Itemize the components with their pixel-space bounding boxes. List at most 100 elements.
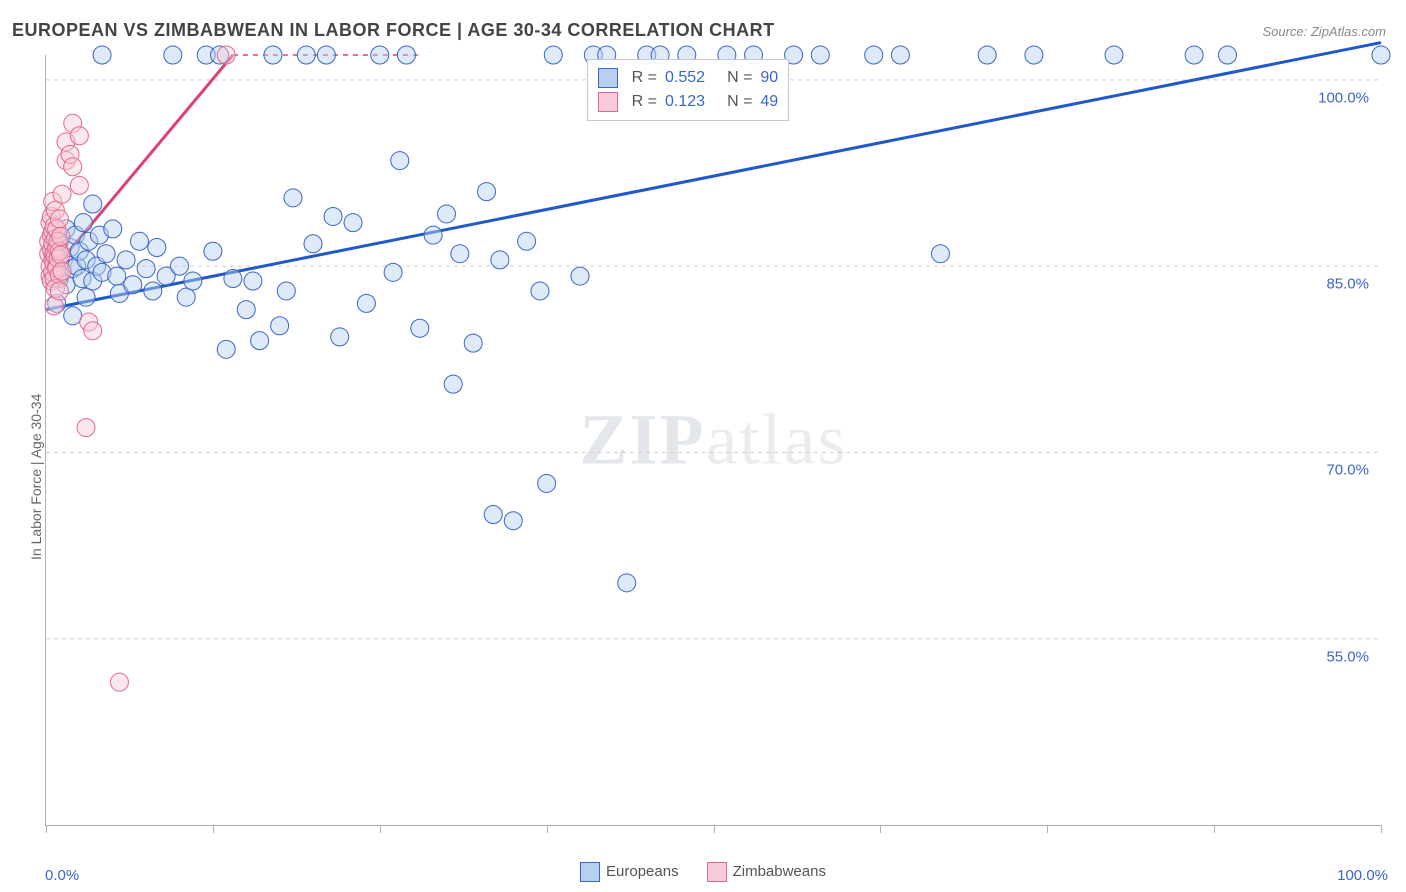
data-point (110, 673, 128, 691)
x-tick-label-max: 100.0% (1337, 867, 1388, 884)
data-point (317, 46, 335, 64)
data-point (1185, 46, 1203, 64)
stats-swatch (598, 68, 618, 88)
n-label: N = (727, 90, 752, 114)
data-point (277, 282, 295, 300)
data-point (171, 257, 189, 275)
data-point (104, 220, 122, 238)
data-point (70, 176, 88, 194)
data-point (148, 239, 166, 257)
scatter-zimbabweans (40, 46, 236, 691)
n-label: N = (727, 66, 752, 90)
data-point (177, 288, 195, 306)
data-point (865, 46, 883, 64)
legend-label-europeans: Europeans (606, 863, 679, 880)
data-point (237, 301, 255, 319)
swatch-europeans (580, 862, 600, 882)
data-point (53, 185, 71, 203)
data-point (50, 210, 68, 228)
data-point (97, 245, 115, 263)
stats-legend-row: R =0.123N =49 (598, 90, 779, 114)
data-point (204, 242, 222, 260)
scatter-europeans (44, 46, 1390, 592)
stats-legend: R = 0.552 N = 90R = 0.123 N = 49 (587, 59, 790, 121)
y-tick-label: 85.0% (1326, 276, 1369, 293)
legend-label-zimbabweans: Zimbabweans (733, 863, 826, 880)
data-point (391, 152, 409, 170)
data-point (1372, 46, 1390, 64)
data-point (108, 267, 126, 285)
chart-title: EUROPEAN VS ZIMBABWEAN IN LABOR FORCE | … (12, 20, 775, 41)
data-point (84, 322, 102, 340)
data-point (77, 419, 95, 437)
chart-container: EUROPEAN VS ZIMBABWEAN IN LABOR FORCE | … (0, 0, 1406, 892)
data-point (357, 294, 375, 312)
data-point (411, 319, 429, 337)
data-point (811, 46, 829, 64)
data-point (571, 267, 589, 285)
data-point (518, 232, 536, 250)
x-tick (547, 825, 548, 833)
x-tick (380, 825, 381, 833)
swatch-zimbabweans (707, 862, 727, 882)
r-value: 0.552 (665, 66, 705, 90)
data-point (52, 227, 70, 245)
data-point (531, 282, 549, 300)
data-point (264, 46, 282, 64)
data-point (244, 272, 262, 290)
data-point (184, 272, 202, 290)
x-tick (1047, 825, 1048, 833)
data-point (451, 245, 469, 263)
y-tick-label: 100.0% (1318, 89, 1369, 106)
x-tick (714, 825, 715, 833)
x-tick (46, 825, 47, 833)
data-point (331, 328, 349, 346)
data-point (284, 189, 302, 207)
data-point (1105, 46, 1123, 64)
data-point (484, 506, 502, 524)
y-tick-label: 70.0% (1326, 462, 1369, 479)
data-point (130, 232, 148, 250)
legend-bottom: Europeans Zimbabweans (580, 862, 826, 882)
stats-legend-row: R = 0.552 N = 90 (598, 66, 779, 90)
data-point (70, 127, 88, 145)
x-tick-label-min: 0.0% (45, 867, 79, 884)
data-point (137, 260, 155, 278)
data-point (464, 334, 482, 352)
n-value: 90 (760, 66, 778, 90)
stats-swatch (598, 92, 618, 112)
source-attribution: Source: ZipAtlas.com (1262, 24, 1386, 39)
data-point (424, 226, 442, 244)
data-point (371, 46, 389, 64)
data-point (50, 282, 68, 300)
data-point (52, 246, 70, 264)
data-point (1025, 46, 1043, 64)
data-point (438, 205, 456, 223)
data-point (504, 512, 522, 530)
data-point (271, 317, 289, 335)
r-value: 0.123 (665, 90, 705, 114)
data-point (124, 276, 142, 294)
data-point (491, 251, 509, 269)
data-point (538, 474, 556, 492)
data-point (164, 46, 182, 64)
r-label: R = (632, 66, 657, 90)
n-value: 49 (760, 90, 778, 114)
data-point (978, 46, 996, 64)
data-point (344, 214, 362, 232)
data-point (93, 46, 111, 64)
data-point (618, 574, 636, 592)
plot-svg (46, 55, 1381, 825)
data-point (74, 214, 92, 232)
data-point (931, 245, 949, 263)
x-tick (880, 825, 881, 833)
data-point (324, 207, 342, 225)
data-point (64, 158, 82, 176)
plot-area: ZIPatlas R =0.552N =90R =0.123N =49 55.0… (45, 55, 1381, 826)
data-point (144, 282, 162, 300)
data-point (77, 288, 95, 306)
data-point (297, 46, 315, 64)
data-point (478, 183, 496, 201)
data-point (84, 195, 102, 213)
data-point (117, 251, 135, 269)
